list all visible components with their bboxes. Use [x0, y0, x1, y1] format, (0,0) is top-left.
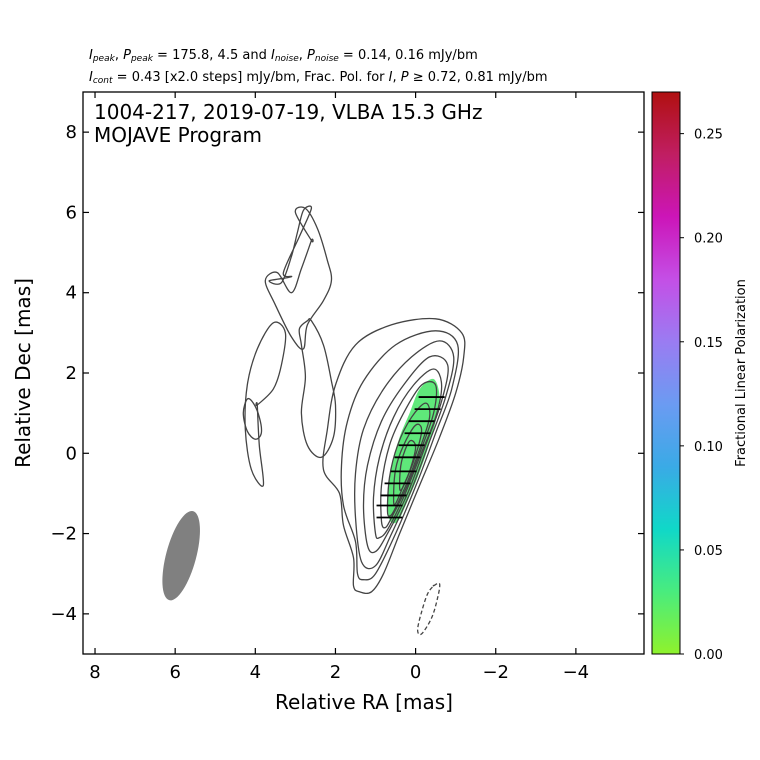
colorbar-label: Fractional Linear Polarization [734, 279, 749, 467]
y-tick-label: 2 [66, 363, 77, 384]
colorbar [651, 91, 681, 655]
contour-level-1 [242, 397, 263, 440]
i-peak-subscript: peak [92, 54, 115, 64]
i-noise-subscript: noise [274, 54, 299, 64]
x-tick-label: −4 [563, 662, 590, 683]
x-axis-label: Relative RA [mas] [275, 690, 453, 714]
chart-title-line-2: MOJAVE Program [94, 123, 262, 147]
x-tick-label: 2 [330, 662, 341, 683]
i-symbol: I [388, 70, 393, 85]
i-cont-symbol: I [89, 70, 93, 85]
contour-level-4 [362, 355, 449, 554]
x-tick-label: 4 [250, 662, 261, 683]
contour-level-8 [392, 423, 423, 506]
p-peak-symbol: P [123, 48, 131, 63]
cont-text: = 0.43 [x2.0 steps] mJy/bm, Frac. Pol. f… [112, 70, 389, 85]
contour-level-3 [353, 340, 455, 570]
chart-title-line-1: 1004-217, 2019-07-19, VLBA 15.3 GHz [94, 100, 482, 124]
header-line-2: Icont = 0.43 [x2.0 steps] mJy/bm, Frac. … [89, 70, 548, 86]
p-noise-subscript: noise [314, 54, 339, 64]
beam-ellipse [162, 510, 200, 601]
x-tick-label: 8 [89, 662, 100, 683]
colorbar-tick-label: 0.15 [694, 336, 723, 351]
contour-level-9 [398, 439, 417, 492]
i-peak-symbol: I [89, 48, 93, 63]
contour-level-1 [322, 317, 466, 595]
contour-level-5 [372, 368, 443, 540]
negative-contour [416, 582, 441, 636]
contour-level-1 [298, 318, 337, 459]
contour-level-1 [264, 206, 333, 350]
peaks-text: = 175.8, 4.5 and [152, 48, 271, 63]
y-tick-label: −2 [50, 524, 77, 545]
colorbar-tick-label: 0.20 [694, 232, 723, 247]
noise-text: = 0.14, 0.16 mJy/bm [338, 48, 478, 63]
contour-level-2 [340, 330, 460, 581]
x-tick-label: 6 [169, 662, 180, 683]
contour-level-1 [268, 205, 313, 285]
fractional-polarization-region [387, 378, 440, 524]
ge-text: ≥ 0.72, 0.81 mJy/bm [408, 70, 548, 85]
colorbar-tick-label: 0.00 [694, 648, 723, 663]
y-tick-label: 8 [66, 122, 77, 143]
y-axis-label: Relative Dec [mas] [11, 278, 35, 468]
x-tick-label: −2 [482, 662, 509, 683]
p-symbol: P [400, 70, 409, 85]
contour-level-7 [386, 402, 431, 517]
i-cont-subscript: cont [92, 76, 113, 86]
p-peak-subscript: peak [130, 54, 153, 64]
colorbar-tick-label: 0.10 [694, 440, 723, 455]
x-tick-label: 0 [410, 662, 421, 683]
y-tick-label: 0 [66, 443, 77, 464]
colorbar-tick-label: 0.05 [694, 544, 723, 559]
y-tick-label: 6 [66, 202, 77, 223]
p-noise-symbol: P [307, 48, 315, 63]
contour-level-1 [244, 321, 287, 487]
i-noise-symbol: I [270, 48, 275, 63]
y-tick-label: 4 [66, 283, 77, 304]
header-line-1: Ipeak, Ppeak = 175.8, 4.5 and Inoise, Pn… [89, 48, 478, 64]
colorbar-tick-label: 0.25 [694, 128, 723, 143]
y-tick-label: −4 [50, 604, 77, 625]
